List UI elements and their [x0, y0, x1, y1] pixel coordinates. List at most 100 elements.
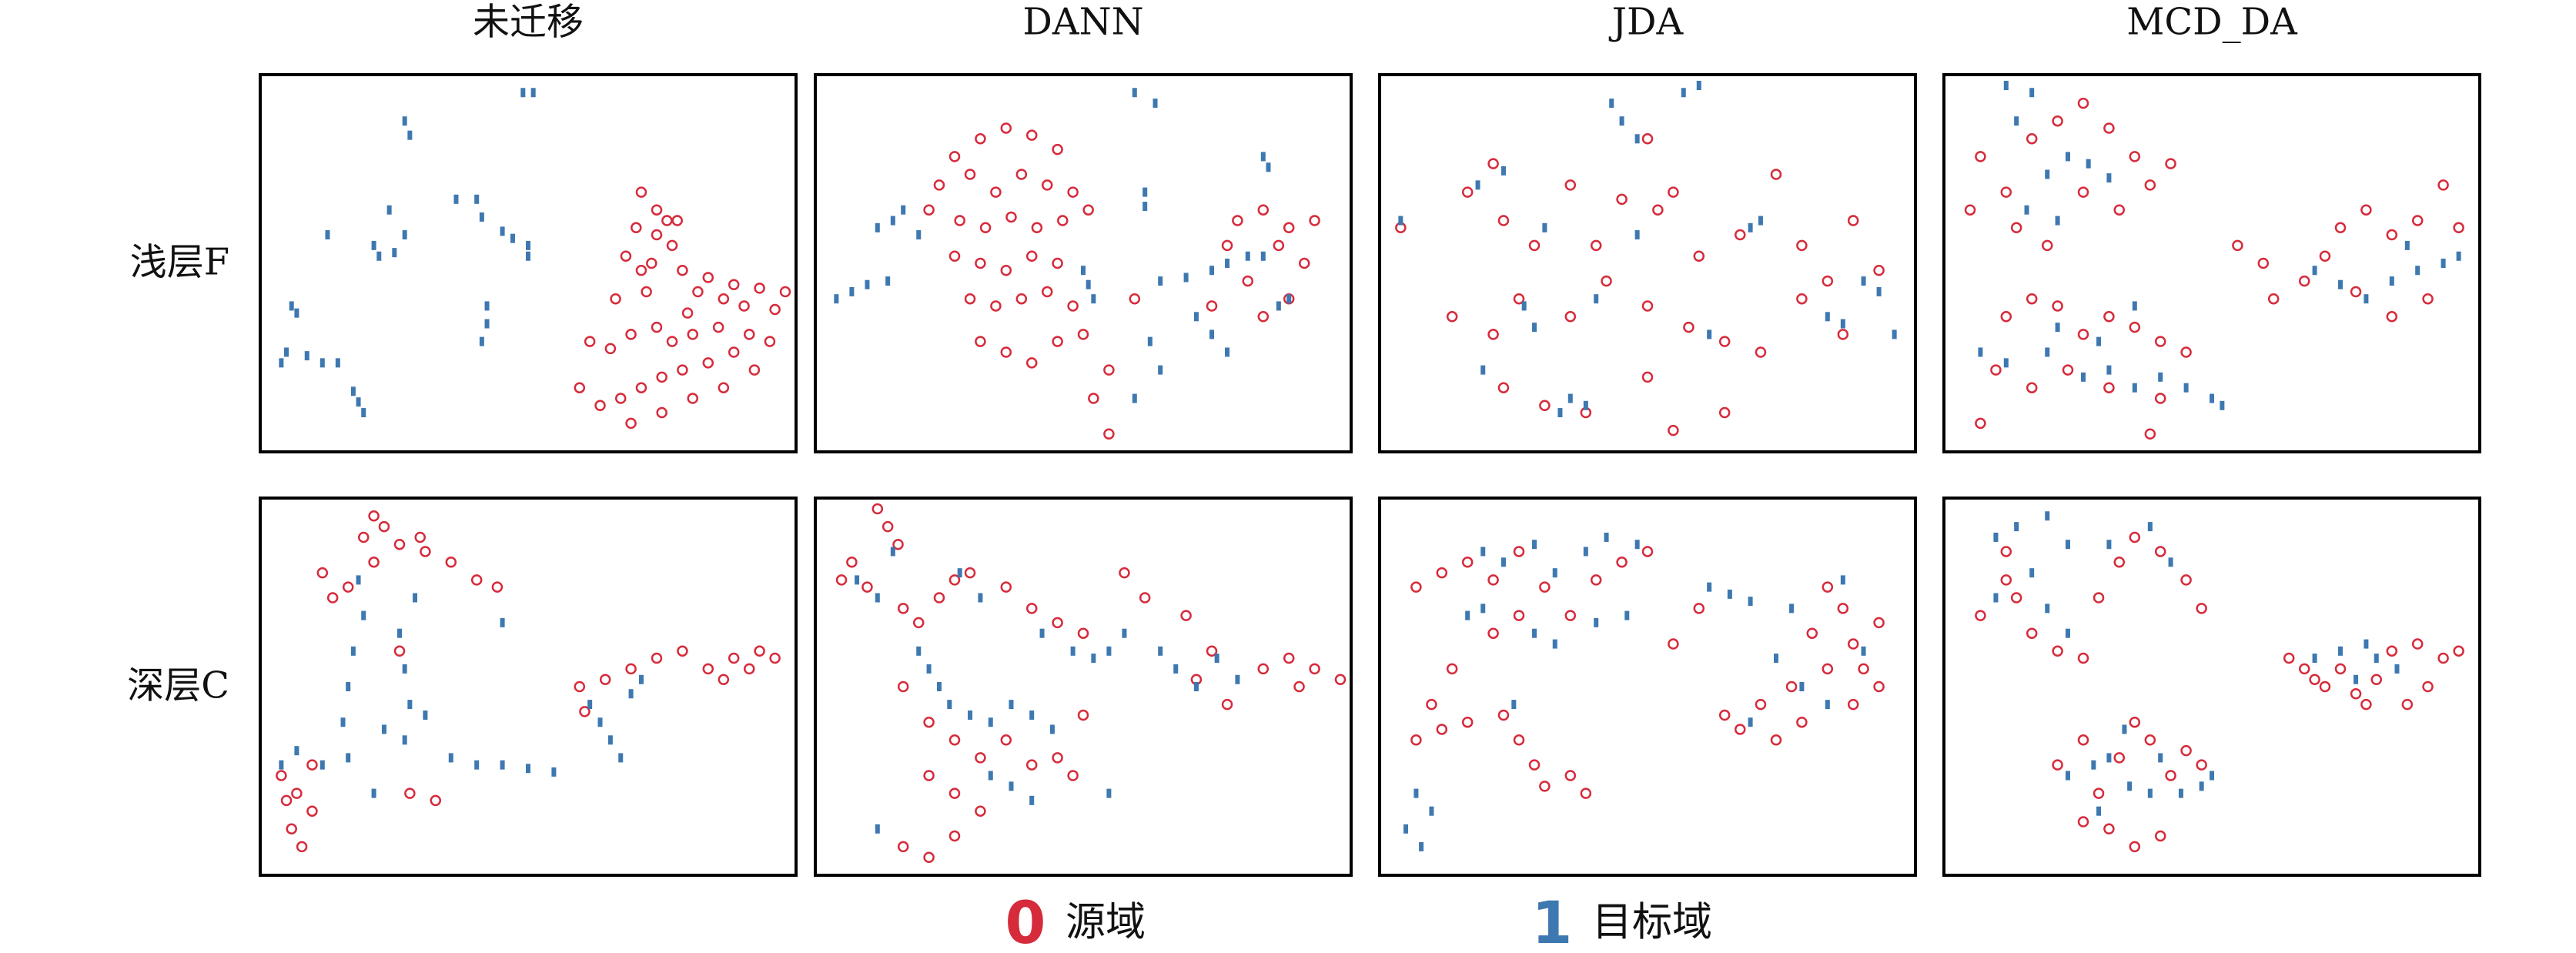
target-point — [1480, 547, 1486, 557]
source-point — [2000, 311, 2012, 323]
target-point — [901, 205, 906, 215]
target-point — [1070, 646, 1076, 656]
source-point — [2334, 222, 2347, 234]
source-point — [2144, 179, 2156, 191]
target-point — [1696, 81, 1701, 90]
source-point — [2129, 531, 2141, 543]
target-point — [356, 397, 361, 407]
source-point — [1082, 204, 1094, 216]
source-point — [286, 823, 297, 835]
target-point — [2003, 81, 2009, 90]
target-point — [484, 319, 490, 329]
source-point — [1057, 215, 1069, 226]
target-point — [2147, 522, 2153, 532]
source-point — [666, 239, 678, 252]
source-point — [2309, 674, 2320, 686]
target-point — [1609, 99, 1614, 109]
target-point — [474, 760, 480, 770]
source-point — [912, 617, 925, 629]
source-point — [276, 770, 287, 781]
source-point — [651, 229, 663, 241]
source-point — [2129, 841, 2141, 853]
source-point — [1693, 250, 1705, 262]
source-point — [1734, 724, 1746, 735]
source-point — [1497, 215, 1510, 226]
source-point — [1601, 275, 1612, 287]
target-point — [2081, 372, 2086, 382]
source-point — [2093, 592, 2105, 604]
target-point — [371, 240, 376, 250]
scatter-panel — [1942, 497, 2481, 877]
source-point — [1257, 311, 1270, 323]
source-point — [584, 336, 596, 347]
source-point — [2113, 204, 2126, 216]
target-point — [1266, 162, 1271, 172]
target-point — [2374, 654, 2379, 664]
target-point — [1147, 336, 1153, 346]
target-point — [2132, 383, 2137, 393]
target-point — [2065, 540, 2070, 550]
row-label: 浅层F — [130, 241, 229, 284]
target-point — [402, 735, 407, 745]
source-point — [1616, 193, 1628, 206]
target-point — [587, 700, 593, 710]
target-point — [1029, 710, 1035, 720]
source-point — [1088, 393, 1099, 404]
scatter-panel: DANN — [814, 1, 1353, 453]
source-point — [948, 830, 961, 842]
source-point — [2257, 257, 2270, 269]
source-point — [306, 759, 318, 771]
target-point — [2096, 336, 2102, 346]
target-point — [484, 301, 490, 311]
source-point — [1528, 239, 1541, 252]
source-point — [754, 645, 765, 657]
source-point — [651, 321, 663, 333]
source-point — [404, 787, 416, 799]
source-point — [2154, 336, 2166, 347]
column-title: JDA — [1608, 1, 1684, 44]
source-point — [1461, 186, 1474, 198]
target-point — [350, 386, 356, 396]
target-point — [885, 276, 891, 286]
target-point — [1091, 294, 1096, 304]
target-point — [520, 88, 526, 98]
source-point — [1539, 581, 1551, 593]
target-point — [2220, 400, 2225, 410]
scatter-panel — [814, 497, 1353, 877]
source-point — [666, 336, 678, 347]
target-point — [1978, 347, 1983, 357]
source-point — [975, 133, 986, 145]
source-point — [316, 567, 329, 579]
source-point — [2041, 239, 2053, 252]
legend-label: 目标域 — [1592, 900, 1712, 946]
source-point — [1052, 752, 1063, 764]
source-point — [1446, 663, 1458, 675]
source-point — [1487, 574, 1499, 586]
target-point — [1158, 646, 1163, 656]
target-point — [1081, 266, 1086, 276]
source-point — [1052, 257, 1063, 269]
source-point — [635, 186, 647, 198]
source-point — [2350, 286, 2362, 298]
target-point — [2127, 781, 2133, 791]
source-point — [975, 805, 986, 817]
source-point — [631, 222, 642, 234]
source-point — [1273, 239, 1285, 252]
target-point — [402, 230, 407, 240]
source-point — [2422, 680, 2434, 693]
target-point — [2394, 664, 2400, 674]
source-point — [1257, 663, 1270, 675]
source-point — [651, 652, 663, 664]
target-point — [1557, 408, 1563, 418]
source-point — [1410, 581, 1422, 593]
source-point — [948, 151, 961, 162]
target-point — [279, 760, 284, 770]
legend-marker: 0 — [1005, 888, 1046, 950]
target-point — [1209, 329, 1214, 339]
target-point — [294, 308, 299, 318]
source-point — [1796, 239, 1808, 252]
target-point — [597, 717, 603, 727]
source-point — [1487, 329, 1499, 340]
target-point — [356, 575, 361, 585]
target-point — [500, 226, 505, 236]
